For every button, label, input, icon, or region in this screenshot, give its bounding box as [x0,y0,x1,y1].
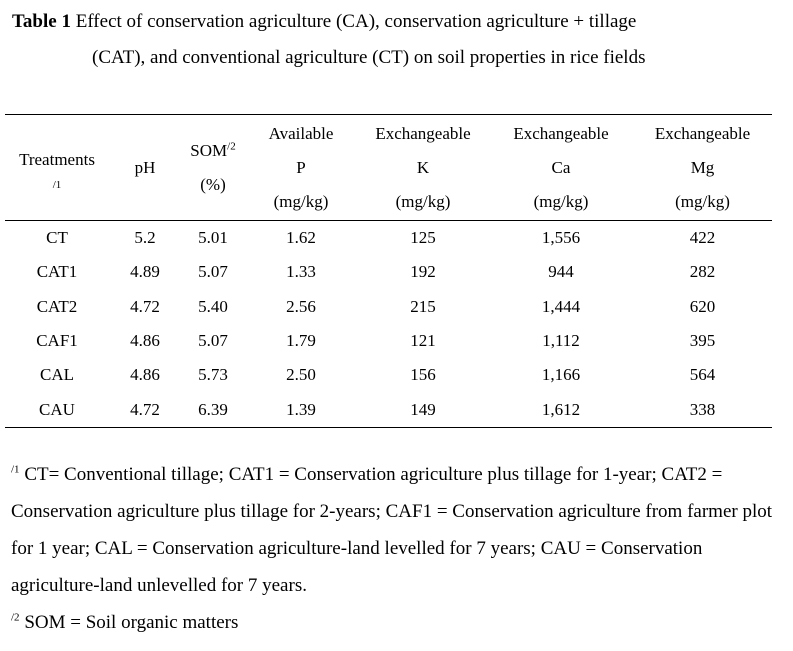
cell-mg: 620 [689,296,716,316]
header-exchangeable-k: Exchangeable K (mg/kg) [357,114,489,221]
cell-som: 5.07 [198,331,228,351]
cell-p: 2.50 [286,365,316,385]
header-som-label: SOM [190,140,228,160]
cell-k: 121 [410,331,436,351]
cell-treatment: CAL [40,365,74,385]
cell-ph: 5.2 [134,228,156,248]
soil-properties-table: Treatments /1 pH SOM/2 (%) Available P (… [5,114,772,428]
header-k-unit: (mg/kg) [395,191,451,211]
header-som-unit: (%) [200,174,226,194]
footnote-1: /1 CT= Conventional tillage; CAT1 = Cons… [11,456,783,604]
table-caption: Table 1 Effect of conservation agricultu… [12,4,782,76]
cell-ca: 1,612 [489,392,633,428]
table-row: CT 5.2 5.01 1.62 125 1,556 422 [5,221,772,256]
header-exchangeable-ca: Exchangeable Ca (mg/kg) [489,114,633,221]
header-treatments-mark: /1 [52,178,62,191]
cell-mg: 422 [689,228,716,248]
header-mg-line1: Exchangeable [654,123,751,143]
header-available-p: Available P (mg/kg) [245,114,357,221]
header-exchangeable-mg: Exchangeable Mg (mg/kg) [633,114,772,221]
cell-ph: 4.86 [130,365,160,385]
header-mg-unit: (mg/kg) [675,191,730,211]
table-row: CAF1 4.86 5.07 1.79 121 1,112 395 [5,324,772,358]
header-p-unit: (mg/kg) [273,191,329,211]
table-footnotes: /1 CT= Conventional tillage; CAT1 = Cons… [11,456,783,641]
table-row: CAT2 4.72 5.40 2.56 215 1,444 620 [5,290,772,324]
caption-text-line2: (CAT), and conventional agriculture (CT)… [92,47,646,68]
cell-k: 125 [410,228,436,248]
cell-treatment: CAT1 [36,262,78,282]
cell-ph: 4.72 [130,296,160,316]
cell-mg: 564 [689,365,716,385]
footnote-2-mark: /2 [11,611,20,624]
header-k-line1: Exchangeable [375,123,471,143]
cell-som: 5.73 [198,365,228,385]
table-header-row: Treatments /1 pH SOM/2 (%) Available P (… [5,114,772,221]
footnote-1-text: CT= Conventional tillage; CAT1 = Conserv… [11,464,773,596]
cell-p: 1.79 [286,331,316,351]
cell-som: 5.01 [198,228,228,248]
header-p-line2: P [296,157,306,177]
caption-text-line1: Effect of conservation agriculture (CA),… [75,11,637,32]
header-som-mark: /2 [227,139,236,152]
cell-p: 1.33 [286,262,316,282]
table-row: CAT1 4.89 5.07 1.33 192 944 282 [5,255,772,289]
cell-mg: 395 [689,331,716,351]
cell-ca: 944 [548,262,574,282]
cell-treatment: CAF1 [36,331,78,351]
cell-ca: 1,112 [542,331,580,351]
cell-ca: 1,166 [541,365,581,385]
table-label: Table 1 [12,11,71,32]
header-ca-unit: (mg/kg) [533,191,589,211]
header-mg-line2: Mg [690,157,715,177]
cell-som: 6.39 [181,392,245,428]
cell-p: 1.39 [245,392,357,428]
header-som: SOM/2 (%) [181,114,245,221]
cell-k: 149 [357,392,489,428]
cell-som: 5.40 [198,296,228,316]
header-treatments: Treatments /1 [5,114,109,221]
header-ca-line1: Exchangeable [513,123,609,143]
cell-som: 5.07 [198,262,228,282]
cell-k: 192 [410,262,436,282]
cell-ph: 4.72 [109,392,181,428]
cell-k: 215 [410,296,436,316]
cell-k: 156 [410,365,436,385]
header-ph: pH [109,114,181,221]
header-ca-line2: Ca [551,157,571,177]
footnote-1-mark: /1 [11,463,20,476]
cell-ca: 1,444 [541,296,581,316]
table-row: CAL 4.86 5.73 2.50 156 1,166 564 [5,358,772,392]
cell-mg: 282 [689,262,716,282]
cell-p: 2.56 [286,296,316,316]
cell-p: 1.62 [286,228,316,248]
header-p-line1: Available [268,123,334,143]
header-ph-label: pH [134,157,156,177]
table-row: CAU 4.72 6.39 1.39 149 1,612 338 [5,392,772,428]
cell-ph: 4.86 [130,331,160,351]
cell-treatment: CT [46,228,68,248]
footnote-2-text: SOM = Soil organic matters [24,612,239,633]
cell-ph: 4.89 [130,262,160,282]
cell-mg: 338 [633,392,772,428]
header-k-line2: K [416,157,430,177]
cell-treatment: CAU [5,392,109,428]
cell-ca: 1,556 [541,228,581,248]
footnote-2: /2 SOM = Soil organic matters [11,604,783,641]
header-treatments-label: Treatments [19,149,95,169]
cell-treatment: CAT2 [36,296,78,316]
